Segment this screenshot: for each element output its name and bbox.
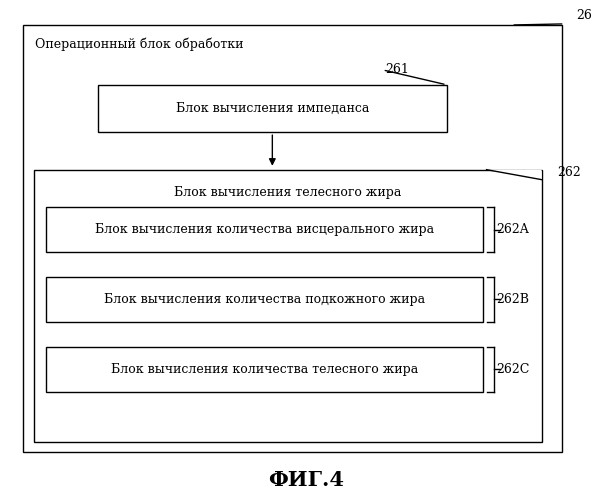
Text: 26: 26: [577, 9, 592, 22]
Text: Блок вычисления импеданса: Блок вычисления импеданса: [176, 102, 369, 115]
Bar: [46, 277, 483, 322]
Text: 261: 261: [386, 63, 409, 76]
Text: Операционный блок обработки: Операционный блок обработки: [35, 37, 244, 51]
Text: 262C: 262C: [496, 363, 529, 376]
Text: Блок вычисления количества висцерального жира: Блок вычисления количества висцерального…: [95, 223, 435, 236]
Text: 262A: 262A: [496, 223, 529, 236]
Text: Блок вычисления телесного жира: Блок вычисления телесного жира: [174, 186, 401, 199]
Polygon shape: [487, 170, 542, 180]
Text: ФИГ.4: ФИГ.4: [268, 470, 344, 490]
Text: 262: 262: [557, 166, 581, 179]
Polygon shape: [514, 24, 562, 25]
Bar: [34, 170, 542, 442]
Bar: [46, 347, 483, 392]
Text: Блок вычисления количества подкожного жира: Блок вычисления количества подкожного жи…: [104, 293, 425, 306]
Bar: [46, 207, 483, 252]
Text: 262B: 262B: [496, 293, 529, 306]
Text: Блок вычисления количества телесного жира: Блок вычисления количества телесного жир…: [111, 363, 419, 376]
Bar: [23, 25, 562, 452]
Bar: [98, 85, 447, 132]
